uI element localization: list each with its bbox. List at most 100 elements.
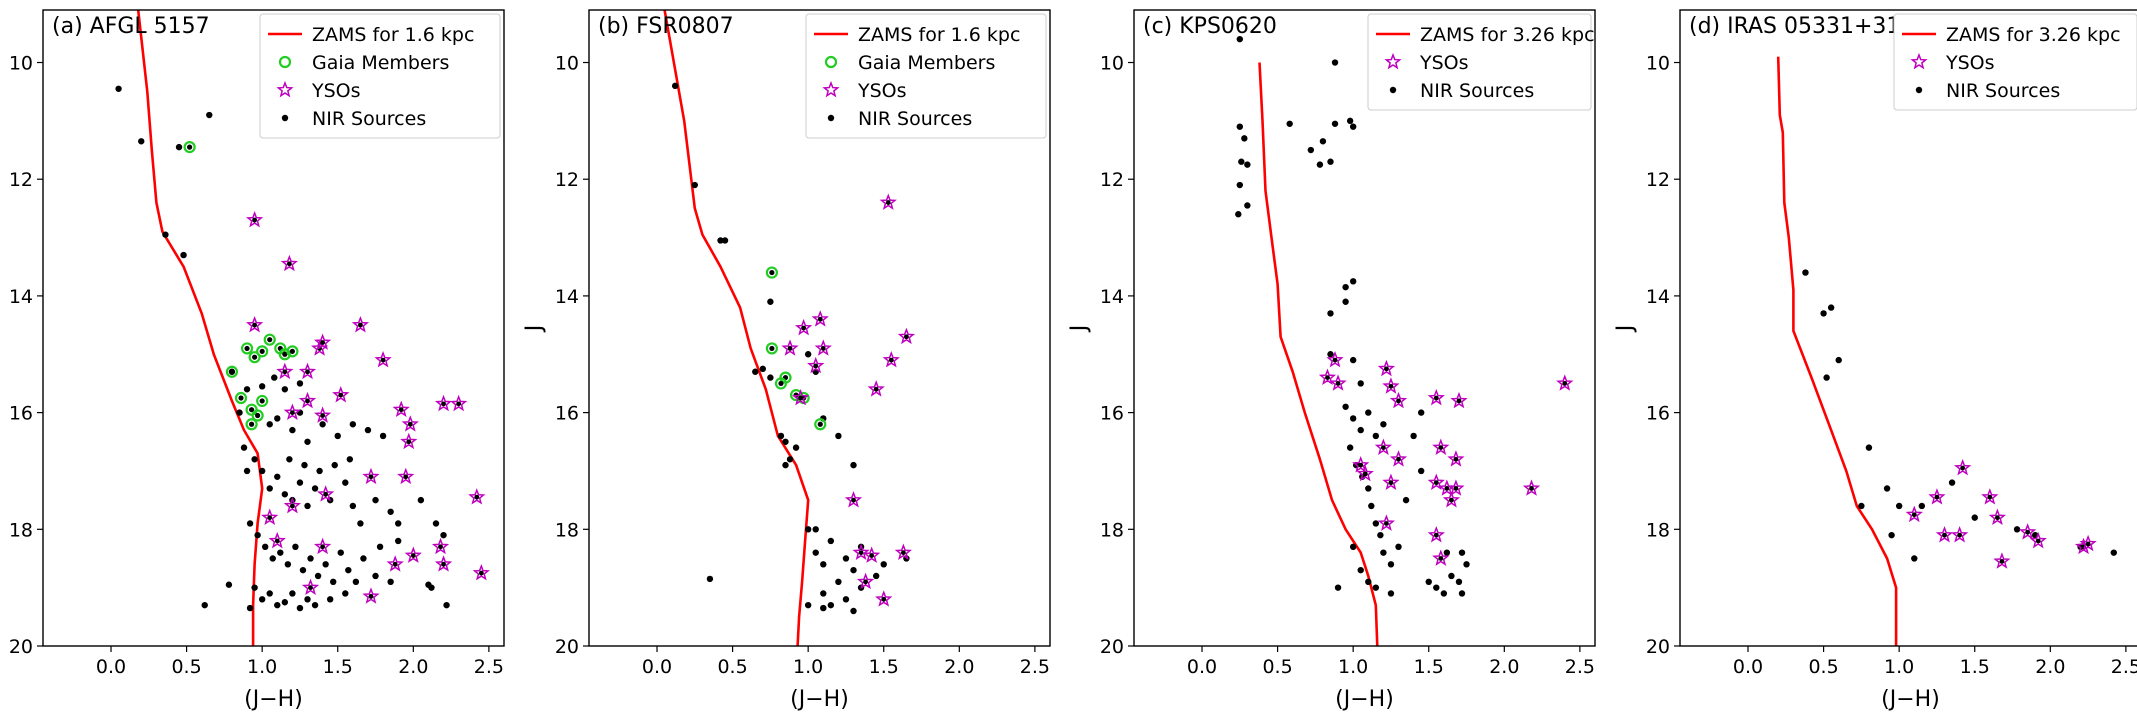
nir-source-point <box>115 85 122 92</box>
yso-core <box>817 316 823 322</box>
yso-point <box>283 496 302 514</box>
y-tick-label: 10 <box>9 53 33 75</box>
yso-point <box>386 555 404 572</box>
x-tick-label: 2.5 <box>474 656 504 678</box>
nir-source-point <box>850 607 857 615</box>
legend-entry-label: NIR Sources <box>1946 80 2060 102</box>
y-tick-label: 16 <box>555 403 579 425</box>
yso-core <box>863 579 868 585</box>
yso-core <box>1358 462 1364 468</box>
nir-source-point <box>1349 543 1357 551</box>
legend-box <box>1893 13 2137 111</box>
panel-a: 0.0 0.5 1.0 1.5 2.0 2.5 10 12 14 16 18 20 (J−H) J (a) … <box>0 9 505 712</box>
y-tick-label: 16 <box>9 403 33 425</box>
nir-source-point <box>1342 403 1349 410</box>
nir-source-point <box>251 584 258 591</box>
yso-point <box>301 578 320 595</box>
nir-source-point <box>1327 158 1334 165</box>
yso-point <box>2079 534 2097 552</box>
yso-core <box>438 544 443 550</box>
yso-point <box>856 572 875 590</box>
x-tick-label: 0.0 <box>1187 656 1217 678</box>
nir-source-point <box>330 578 337 586</box>
yso-core <box>441 561 446 567</box>
nir-source-point <box>1865 444 1873 451</box>
gaia-member-core <box>244 345 250 352</box>
yso-core <box>1388 383 1394 389</box>
plot-area <box>1134 10 1595 646</box>
yso-core <box>1987 494 1993 500</box>
yso-core <box>456 401 462 407</box>
yso-core <box>1362 471 1368 477</box>
data-layer <box>115 10 490 646</box>
nir-source-point <box>326 596 334 603</box>
nir-source-point <box>1346 444 1354 451</box>
yso-point <box>794 318 813 336</box>
nir-source-point <box>880 561 887 568</box>
yso-point <box>261 508 279 525</box>
y-tick-label: 10 <box>555 53 579 75</box>
yso-core <box>1453 456 1459 462</box>
nir-source-point <box>792 444 800 451</box>
x-tick-label: 0.0 <box>642 656 672 678</box>
x-tick-label: 2.5 <box>1020 656 1050 678</box>
legend-nir-swatch <box>281 114 289 122</box>
nir-source-point <box>440 531 447 539</box>
nir-source-point <box>1327 310 1334 317</box>
nir-source-point <box>1365 485 1372 492</box>
nir-source-point <box>1342 283 1349 291</box>
yso-point <box>1447 479 1465 496</box>
yso-core <box>1433 532 1439 538</box>
nir-source-point <box>1820 310 1827 317</box>
nir-source-point <box>319 421 326 428</box>
y-tick-label: 12 <box>1646 169 1670 191</box>
yso-point <box>814 339 832 356</box>
yso-core <box>410 553 416 558</box>
nir-source-point <box>342 479 349 486</box>
nir-source-point <box>304 438 311 445</box>
gaia-member-point <box>765 266 778 279</box>
yso-core <box>904 334 909 340</box>
yso-point <box>1447 450 1465 467</box>
nir-source-point <box>1380 549 1387 556</box>
yso-point <box>245 210 264 228</box>
yso-point <box>351 315 370 333</box>
nir-source-point <box>1888 531 1895 539</box>
nir-source-point <box>1883 485 1891 492</box>
gaia-member-point <box>263 333 276 346</box>
yso-point <box>1427 526 1445 543</box>
legend-entry-label: YSOs <box>1419 52 1469 74</box>
nir-source-point <box>240 444 248 451</box>
yso-point <box>397 467 415 485</box>
nir-source-point <box>311 485 319 492</box>
yso-point <box>450 394 468 412</box>
legend-nir-swatch <box>827 114 835 122</box>
y-tick-label: 14 <box>1100 286 1124 308</box>
yso-core <box>1562 381 1568 386</box>
yso-point <box>313 537 332 555</box>
yso-point <box>276 362 294 380</box>
yso-point <box>1377 514 1396 531</box>
nir-source-point <box>284 561 292 568</box>
nir-source-point <box>1402 496 1410 504</box>
nir-source-point <box>138 138 145 145</box>
nir-source-point <box>289 590 296 597</box>
nir-source-point <box>804 601 812 609</box>
nir-source-point <box>1334 584 1342 591</box>
yso-point <box>472 563 490 581</box>
data-layer <box>663 10 916 646</box>
nir-source-point <box>331 461 338 469</box>
nir-source-point <box>812 526 819 533</box>
data-layer <box>1235 35 1574 646</box>
nir-source-point <box>872 572 880 580</box>
nir-source-point <box>296 479 304 486</box>
panel-c: 0.0 0.5 1.0 1.5 2.0 2.5 10 12 14 16 18 20 (J−H) J (c) … <box>1067 9 1596 712</box>
nir-source-point <box>1349 278 1357 285</box>
legend-entry-label: NIR Sources <box>1420 80 1534 102</box>
legend-box <box>1367 13 1592 111</box>
legend-entry-label: YSOs <box>1945 52 1995 74</box>
yso-point <box>1442 491 1461 508</box>
gaia-member-core <box>187 144 193 150</box>
nir-source-point <box>1971 514 1978 521</box>
